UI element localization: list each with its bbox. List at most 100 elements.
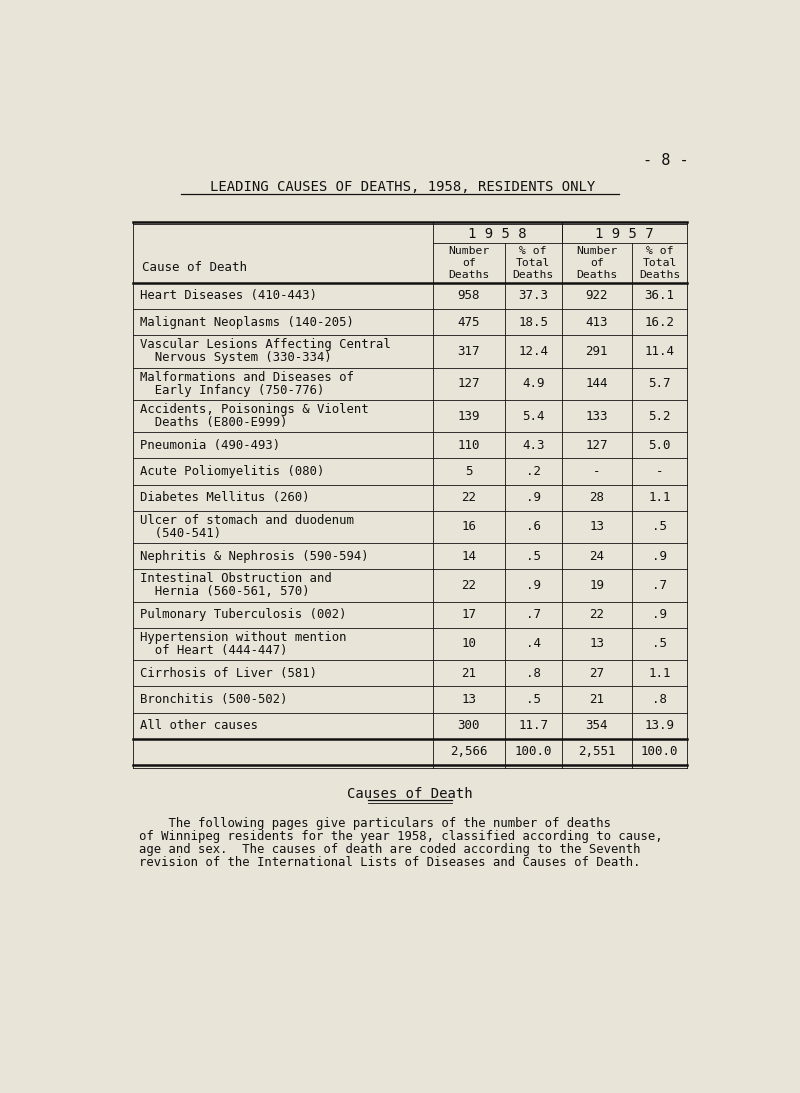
Text: .9: .9	[652, 608, 667, 621]
Text: 28: 28	[590, 491, 604, 504]
Text: age and sex.  The causes of death are coded according to the Seventh: age and sex. The causes of death are cod…	[138, 844, 640, 857]
Text: Cirrhosis of Liver (581): Cirrhosis of Liver (581)	[140, 667, 318, 680]
Text: of Heart (444-447): of Heart (444-447)	[140, 644, 288, 657]
Text: Nephritis & Nephrosis (590-594): Nephritis & Nephrosis (590-594)	[140, 550, 369, 563]
Text: 14: 14	[462, 550, 477, 563]
Text: 5.0: 5.0	[648, 438, 671, 451]
Text: 1 9 5 8: 1 9 5 8	[468, 226, 527, 240]
Text: 36.1: 36.1	[645, 290, 674, 303]
Text: .5: .5	[652, 637, 667, 650]
Text: 5.4: 5.4	[522, 410, 545, 423]
Text: 5.2: 5.2	[648, 410, 671, 423]
Text: 13.9: 13.9	[645, 719, 674, 732]
Text: Hernia (560-561, 570): Hernia (560-561, 570)	[140, 586, 310, 599]
Text: % of
Total
Deaths: % of Total Deaths	[513, 246, 554, 280]
Text: Early Infancy (750-776): Early Infancy (750-776)	[140, 384, 325, 397]
Text: 13: 13	[590, 520, 604, 533]
Text: 12.4: 12.4	[518, 345, 548, 357]
Text: Malignant Neoplasms (140-205): Malignant Neoplasms (140-205)	[140, 316, 354, 329]
Text: 958: 958	[458, 290, 480, 303]
Text: 13: 13	[462, 693, 477, 706]
Text: All other causes: All other causes	[140, 719, 258, 732]
Text: Pneumonia (490-493): Pneumonia (490-493)	[140, 438, 281, 451]
Text: .8: .8	[526, 667, 541, 680]
Text: (540-541): (540-541)	[140, 527, 222, 540]
Text: Diabetes Mellitus (260): Diabetes Mellitus (260)	[140, 491, 310, 504]
Text: of Winnipeg residents for the year 1958, classified according to cause,: of Winnipeg residents for the year 1958,…	[138, 831, 662, 844]
Text: Deaths (E800-E999): Deaths (E800-E999)	[140, 416, 288, 430]
Text: .5: .5	[652, 520, 667, 533]
Text: 16: 16	[462, 520, 477, 533]
Text: Hypertension without mention: Hypertension without mention	[140, 631, 347, 644]
Text: Causes of Death: Causes of Death	[347, 787, 473, 801]
Text: Acute Poliomyelitis (080): Acute Poliomyelitis (080)	[140, 465, 325, 478]
Text: The following pages give particulars of the number of deaths: The following pages give particulars of …	[138, 818, 610, 831]
Text: .7: .7	[652, 579, 667, 592]
Text: .5: .5	[526, 550, 541, 563]
Text: Accidents, Poisonings & Violent: Accidents, Poisonings & Violent	[140, 403, 369, 416]
Text: 37.3: 37.3	[518, 290, 548, 303]
Text: Number
of
Deaths: Number of Deaths	[576, 246, 618, 280]
Text: .9: .9	[526, 579, 541, 592]
Text: 127: 127	[458, 377, 480, 390]
Text: 317: 317	[458, 345, 480, 357]
Text: 22: 22	[590, 608, 604, 621]
Text: .2: .2	[526, 465, 541, 478]
Text: 16.2: 16.2	[645, 316, 674, 329]
Text: 413: 413	[586, 316, 608, 329]
Text: 11.4: 11.4	[645, 345, 674, 357]
Text: 100.0: 100.0	[514, 745, 552, 759]
Text: .6: .6	[526, 520, 541, 533]
Text: 110: 110	[458, 438, 480, 451]
Text: .5: .5	[526, 693, 541, 706]
Text: 100.0: 100.0	[641, 745, 678, 759]
Text: % of
Total
Deaths: % of Total Deaths	[639, 246, 680, 280]
Text: Intestinal Obstruction and: Intestinal Obstruction and	[140, 573, 332, 586]
Text: .7: .7	[526, 608, 541, 621]
Text: Vascular Lesions Affecting Central: Vascular Lesions Affecting Central	[140, 339, 391, 352]
Text: 13: 13	[590, 637, 604, 650]
Text: Bronchitis (500-502): Bronchitis (500-502)	[140, 693, 288, 706]
Text: -: -	[593, 465, 601, 478]
Text: revision of the International Lists of Diseases and Causes of Death.: revision of the International Lists of D…	[138, 857, 640, 870]
Text: Nervous System (330-334): Nervous System (330-334)	[140, 351, 332, 364]
Text: 1.1: 1.1	[648, 491, 671, 504]
Text: Heart Diseases (410-443): Heart Diseases (410-443)	[140, 290, 318, 303]
Text: 22: 22	[462, 491, 477, 504]
Text: 21: 21	[462, 667, 477, 680]
Text: 127: 127	[586, 438, 608, 451]
Text: Pulmonary Tuberculosis (002): Pulmonary Tuberculosis (002)	[140, 608, 347, 621]
Text: 2,551: 2,551	[578, 745, 615, 759]
Text: .8: .8	[652, 693, 667, 706]
Text: 1 9 5 7: 1 9 5 7	[595, 226, 654, 240]
Text: .9: .9	[526, 491, 541, 504]
Text: Cause of Death: Cause of Death	[142, 261, 247, 274]
Text: Malformations and Diseases of: Malformations and Diseases of	[140, 371, 354, 384]
Text: 5.7: 5.7	[648, 377, 671, 390]
Text: .4: .4	[526, 637, 541, 650]
Text: 133: 133	[586, 410, 608, 423]
Text: 19: 19	[590, 579, 604, 592]
Text: 24: 24	[590, 550, 604, 563]
Text: 139: 139	[458, 410, 480, 423]
Text: LEADING CAUSES OF DEATHS, 1958, RESIDENTS ONLY: LEADING CAUSES OF DEATHS, 1958, RESIDENT…	[210, 179, 595, 193]
Text: 1.1: 1.1	[648, 667, 671, 680]
Text: Number
of
Deaths: Number of Deaths	[448, 246, 490, 280]
Text: Ulcer of stomach and duodenum: Ulcer of stomach and duodenum	[140, 514, 354, 527]
Text: 22: 22	[462, 579, 477, 592]
Text: 2,566: 2,566	[450, 745, 488, 759]
Text: 18.5: 18.5	[518, 316, 548, 329]
Text: 354: 354	[586, 719, 608, 732]
Text: 922: 922	[586, 290, 608, 303]
Text: 11.7: 11.7	[518, 719, 548, 732]
Text: 300: 300	[458, 719, 480, 732]
Text: 21: 21	[590, 693, 604, 706]
Text: 27: 27	[590, 667, 604, 680]
Text: 17: 17	[462, 608, 477, 621]
Text: -: -	[656, 465, 663, 478]
Text: 144: 144	[586, 377, 608, 390]
Text: 10: 10	[462, 637, 477, 650]
Text: 4.3: 4.3	[522, 438, 545, 451]
Text: 5: 5	[465, 465, 473, 478]
Text: 4.9: 4.9	[522, 377, 545, 390]
